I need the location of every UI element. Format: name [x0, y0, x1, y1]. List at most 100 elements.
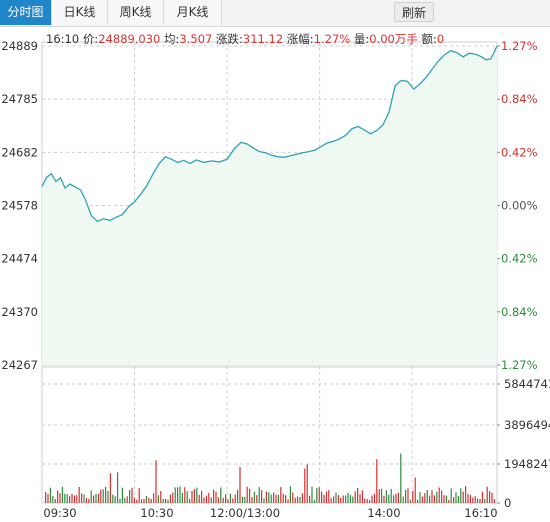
volume-bar: [407, 488, 409, 503]
volume-axis-label: 5844741: [504, 377, 550, 391]
volume-bar: [309, 495, 311, 503]
volume-bar: [347, 492, 349, 503]
volume-bar: [117, 472, 119, 503]
price-axis-label: 24682: [1, 145, 38, 159]
volume-bar: [371, 495, 373, 503]
volume-bar: [486, 486, 488, 503]
volume-bar: [299, 497, 301, 503]
volume-bar: [181, 493, 183, 503]
volume-bar: [64, 493, 66, 503]
volume-bar: [119, 498, 121, 503]
volume-bar: [484, 498, 486, 503]
volume-bar: [229, 493, 231, 503]
volume-bar: [184, 487, 186, 503]
volume-bar: [112, 494, 114, 503]
volume-bar: [364, 498, 366, 503]
volume-bar: [121, 487, 123, 503]
volume-bar: [153, 493, 155, 503]
info-avg-label: 均:: [164, 32, 180, 46]
volume-bar: [479, 499, 481, 503]
time-axis-label: 12:00/13:00: [210, 506, 280, 520]
volume-bar: [465, 486, 467, 503]
volume-bar: [366, 499, 368, 503]
refresh-button[interactable]: 刷新: [394, 2, 434, 22]
volume-bar: [472, 497, 474, 503]
volume-bar: [138, 488, 140, 503]
volume-bar: [402, 496, 404, 503]
volume-bar: [359, 494, 361, 503]
volume-bar: [47, 493, 49, 503]
volume-bar: [277, 494, 279, 503]
volume-bar: [167, 499, 169, 503]
volume-bar: [97, 493, 99, 503]
volume-bar: [270, 494, 272, 503]
volume-bar: [431, 490, 433, 503]
volume-bar: [385, 490, 387, 503]
volume-bar: [49, 487, 51, 503]
volume-bar: [433, 495, 435, 503]
price-line: [41, 45, 498, 223]
volume-bar: [162, 498, 164, 503]
volume-bar: [203, 497, 205, 503]
tab-daily-k[interactable]: 日K线: [52, 0, 108, 25]
volume-bar: [445, 495, 447, 503]
volume-bar: [234, 494, 236, 503]
volume-bar: [417, 499, 419, 503]
volume-bar: [426, 490, 428, 503]
volume-bar: [443, 495, 445, 503]
info-avg: 3.507: [179, 32, 213, 46]
price-axis-label: 24785: [1, 92, 38, 106]
volume-bar: [316, 488, 318, 503]
tab-weekly-k[interactable]: 周K线: [108, 0, 164, 25]
volume-bar: [208, 492, 210, 503]
volume-bar: [361, 490, 363, 503]
volume-bar: [301, 493, 303, 503]
volume-bar: [157, 495, 159, 503]
volume-bar: [239, 466, 241, 503]
volume-bar: [467, 493, 469, 503]
volume-bar: [105, 487, 107, 503]
price-axis-label: 24578: [1, 199, 38, 213]
volume-bar: [249, 488, 251, 503]
volume-bar: [280, 487, 282, 503]
info-change: 311.12: [242, 32, 284, 46]
volume-bar: [256, 495, 258, 503]
volume-bar: [237, 489, 239, 503]
volume-bar: [491, 492, 493, 503]
volume-bar: [357, 487, 359, 503]
info-amount-label: 额:: [421, 32, 437, 46]
volume-bar: [85, 498, 87, 503]
info-pct: 1.27%: [313, 32, 351, 46]
volume-bar: [457, 495, 459, 503]
volume-bar: [352, 496, 354, 503]
volume-bar: [424, 493, 426, 503]
info-pct-label: 涨幅:: [286, 32, 314, 46]
volume-bar: [409, 499, 411, 503]
volume-bar: [141, 499, 143, 503]
volume-bar: [222, 497, 224, 503]
volume-bar: [165, 499, 167, 503]
volume-bar: [261, 490, 263, 503]
volume-bar: [328, 490, 330, 503]
volume-bar: [330, 498, 332, 503]
volume-bar: [205, 495, 207, 503]
volume-bar: [273, 492, 275, 503]
tab-monthly-k[interactable]: 月K线: [164, 0, 222, 25]
volume-bar: [354, 491, 356, 503]
volume-bar: [340, 497, 342, 503]
volume-bar: [337, 495, 339, 503]
tab-time-sharing[interactable]: 分时图: [0, 0, 52, 25]
volume-bar: [133, 497, 135, 503]
volume-bar: [333, 496, 335, 503]
volume-bar: [174, 487, 176, 503]
volume-bar: [325, 491, 327, 503]
volume-bar: [225, 494, 227, 503]
volume-bar: [393, 495, 395, 503]
volume-bar: [323, 494, 325, 503]
volume-bar: [52, 496, 54, 503]
volume-bar: [177, 487, 179, 503]
volume-bar: [450, 488, 452, 503]
time-axis-label: 10:30: [140, 506, 173, 520]
volume-bar: [220, 487, 222, 503]
